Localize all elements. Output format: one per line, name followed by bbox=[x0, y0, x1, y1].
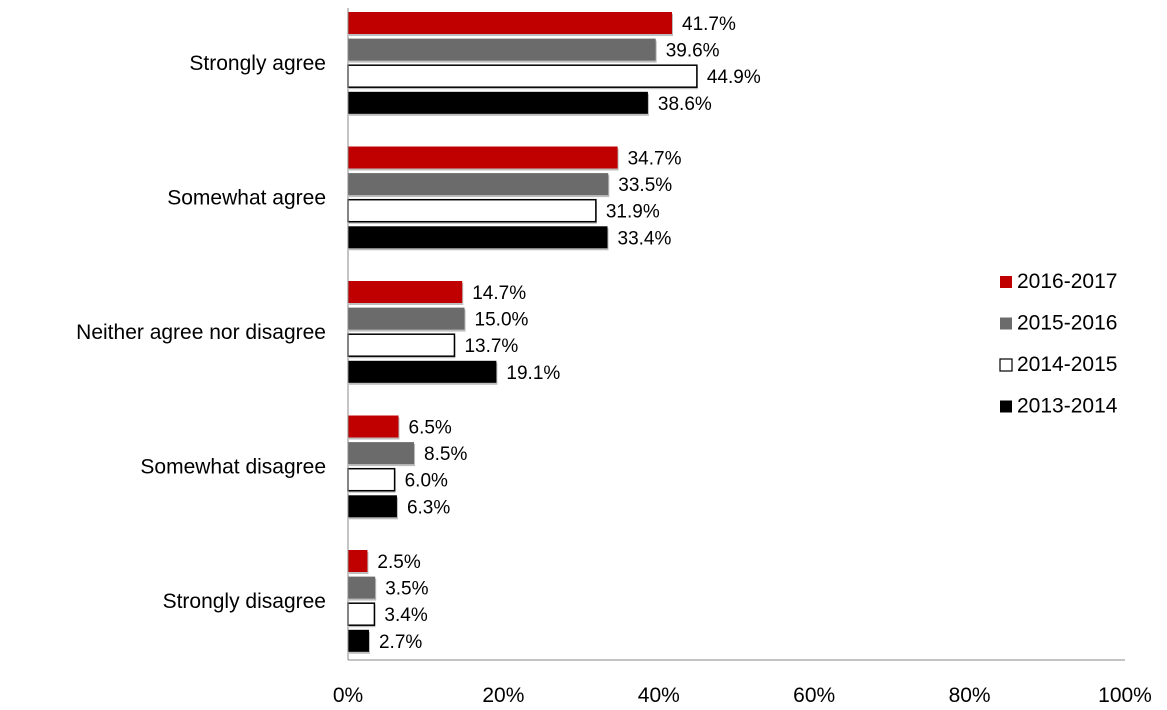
bar-2015-2016 bbox=[348, 307, 465, 330]
data-label: 33.5% bbox=[618, 175, 672, 196]
data-label: 3.4% bbox=[384, 605, 427, 626]
data-label: 3.5% bbox=[385, 579, 428, 600]
category-label: Somewhat disagree bbox=[140, 455, 326, 478]
data-label: 39.6% bbox=[666, 41, 720, 62]
x-tick-label: 40% bbox=[638, 684, 680, 707]
bar-2013-2014 bbox=[348, 226, 608, 249]
bar-2013-2014 bbox=[348, 91, 648, 114]
data-label: 44.9% bbox=[707, 67, 761, 88]
data-labels: 41.7% 39.6% 44.9% 38.6% 34.7% 33.5% 31.9% 33.4%… bbox=[377, 14, 760, 653]
bar-2016-2017 bbox=[348, 12, 673, 34]
legend-label: 2016-2017 bbox=[1017, 270, 1117, 293]
data-label: 19.1% bbox=[506, 363, 560, 384]
legend-swatch bbox=[1000, 400, 1012, 413]
category-label: Somewhat agree bbox=[167, 186, 326, 209]
legend-swatch bbox=[1000, 276, 1012, 288]
bar-2014-2015 bbox=[347, 64, 698, 88]
bar-2014-2015 bbox=[347, 198, 597, 223]
bars bbox=[347, 12, 698, 654]
data-label: 38.6% bbox=[658, 94, 712, 115]
legend-swatch bbox=[999, 358, 1013, 372]
data-label: 34.7% bbox=[628, 149, 682, 170]
bar-2015-2016 bbox=[348, 173, 609, 196]
data-label: 14.7% bbox=[472, 283, 526, 304]
data-label: 2.7% bbox=[379, 632, 422, 653]
bar-2016-2017 bbox=[348, 550, 368, 572]
x-tick-label: 60% bbox=[793, 684, 835, 707]
data-label: 8.5% bbox=[424, 444, 467, 465]
bar-2016-2017 bbox=[348, 281, 463, 303]
data-label: 41.7% bbox=[682, 14, 736, 35]
legend-label: 2015-2016 bbox=[1017, 312, 1117, 335]
category-labels: Strongly agree Somewhat agree Neither agre… bbox=[76, 52, 326, 613]
bar-2013-2014 bbox=[348, 629, 369, 652]
bar-2016-2017 bbox=[348, 415, 399, 438]
bar-2013-2014 bbox=[348, 495, 397, 518]
bar-2016-2017 bbox=[348, 146, 618, 169]
category-label: Strongly disagree bbox=[163, 590, 326, 613]
data-label: 13.7% bbox=[464, 336, 518, 357]
data-label: 6.0% bbox=[405, 471, 448, 492]
x-tick-label: 0% bbox=[333, 684, 363, 707]
x-axis: 0% 20% 40% 60% 80% 100% bbox=[333, 8, 1152, 707]
data-label: 33.4% bbox=[618, 228, 672, 249]
bar-2015-2016 bbox=[348, 576, 376, 599]
category-label: Neither agree nor disagree bbox=[76, 321, 326, 344]
bar-2015-2016 bbox=[348, 38, 656, 61]
x-tick-label: 80% bbox=[949, 684, 991, 707]
x-tick-label: 100% bbox=[1098, 684, 1152, 707]
x-tick-label: 20% bbox=[482, 684, 524, 707]
data-label: 31.9% bbox=[606, 202, 660, 223]
bar-2014-2015 bbox=[347, 333, 456, 357]
legend-label: 2013-2014 bbox=[1017, 395, 1118, 418]
bar-2014-2015 bbox=[347, 602, 376, 626]
category-label: Strongly agree bbox=[189, 52, 326, 75]
data-label: 2.5% bbox=[377, 552, 420, 573]
data-label: 6.5% bbox=[409, 418, 452, 439]
legend-label: 2014-2015 bbox=[1017, 353, 1117, 376]
bar-2014-2015 bbox=[347, 467, 396, 492]
bar-2015-2016 bbox=[348, 442, 415, 465]
data-label: 6.3% bbox=[407, 497, 450, 518]
bar-2013-2014 bbox=[348, 360, 497, 383]
legend: 2016-2017 2015-2016 2014-2015 2013-2014 bbox=[999, 270, 1118, 418]
data-label: 15.0% bbox=[475, 310, 529, 331]
legend-swatch bbox=[1000, 317, 1012, 330]
